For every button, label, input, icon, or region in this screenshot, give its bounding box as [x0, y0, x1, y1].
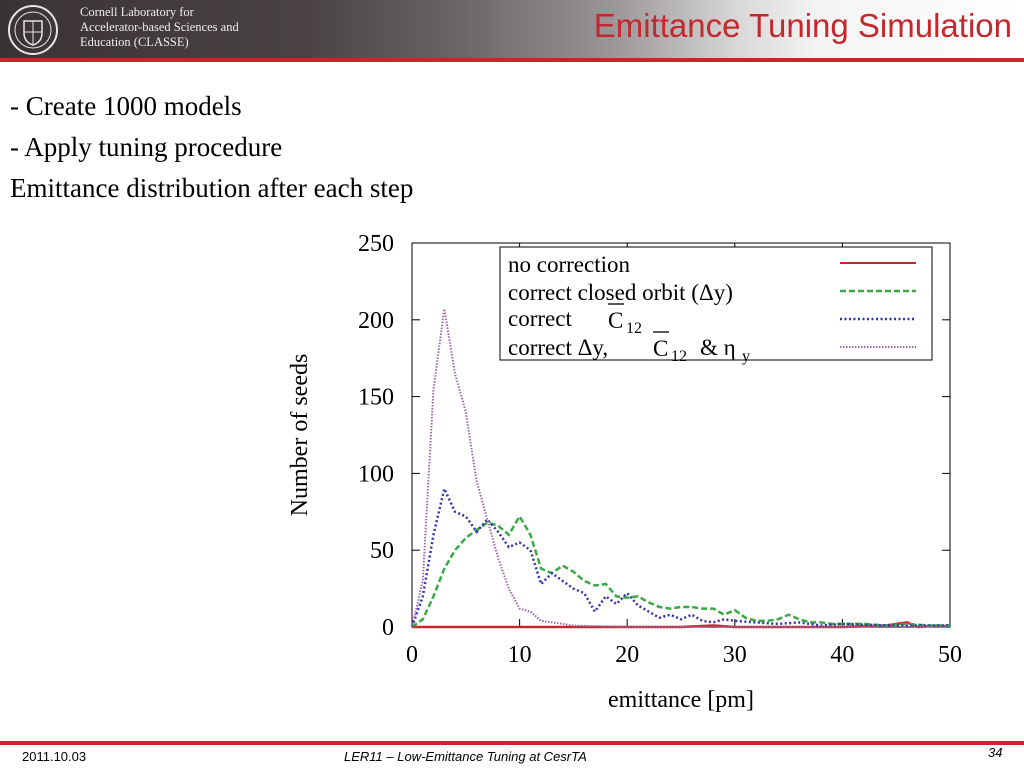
institution-name: Cornell Laboratory for Accelerator-based… — [80, 5, 239, 50]
logo-line: Cornell Laboratory for — [80, 5, 194, 19]
series-line-closed-orbit — [411, 513, 950, 629]
legend-all-c-symbol: C — [653, 336, 668, 361]
page-number: 34 — [988, 745, 1003, 760]
legend-c12-letter: C — [608, 308, 623, 333]
y-axis-label: Number of seeds — [287, 354, 313, 517]
legend-all-eta-subscript: y — [742, 348, 750, 365]
legend-box — [499, 246, 933, 361]
legend-label-no-correction: no correction — [508, 252, 630, 277]
header-bar: Cornell Laboratory for Accelerator-based… — [0, 0, 1024, 62]
logo-line: Education (CLASSE) — [80, 35, 189, 49]
x-tick-label: 0 — [406, 642, 418, 668]
y-tick-label: 250 — [358, 231, 394, 257]
series-lines — [410, 308, 951, 629]
x-tick-label: 30 — [723, 642, 747, 668]
legend-label-c12: correct — [508, 306, 572, 331]
legend: no correction correct closed orbit (Δy) … — [499, 246, 933, 365]
legend-c12-symbol: C — [608, 308, 623, 333]
emittance-histogram-chart: 0 10 20 30 40 50 0 50 100 150 200 250 Number of see… — [287, 231, 962, 713]
y-tick-label: 0 — [382, 615, 394, 641]
legend-label-all: correct Δy, — [508, 335, 608, 360]
logo-line: Accelerator-based Sciences and — [80, 20, 239, 34]
footer-date: 2011.10.03 — [22, 749, 87, 764]
legend-c12-subscript: 12 — [626, 320, 642, 337]
series-line-c12 — [410, 484, 950, 628]
x-tick-label: 40 — [830, 642, 854, 668]
slide-title: Emittance Tuning Simulation — [593, 7, 1012, 44]
header-accent-band — [0, 58, 1024, 62]
legend-label-closed-orbit: correct closed orbit (Δy) — [508, 280, 733, 305]
header-photo-strip — [0, 0, 1024, 62]
footer-talk-title: LER11 – Low-Emittance Tuning at CesrTA — [344, 749, 587, 764]
cornell-seal-icon — [8, 5, 58, 55]
footer-divider — [0, 741, 1024, 745]
bullet-item: - Create 1000 models — [10, 91, 242, 121]
legend-label-all-text: correct Δy, — [508, 335, 608, 360]
bullet-item: - Apply tuning procedure — [10, 132, 283, 162]
y-tick-label: 100 — [358, 461, 394, 487]
legend-label-c12-text: correct — [508, 306, 572, 331]
y-tick-label: 50 — [370, 538, 394, 564]
x-tick-label: 20 — [615, 642, 639, 668]
legend-all-c-subscript: 12 — [671, 348, 687, 365]
series-line-all-corrections — [411, 308, 950, 628]
y-tick-label: 150 — [358, 385, 394, 411]
y-tick-label: 200 — [358, 308, 394, 334]
bullet-item: Emittance distribution after each step — [10, 173, 414, 203]
legend-all-eta: & η — [700, 335, 736, 360]
x-axis-label: emittance [pm] — [608, 687, 754, 713]
bullet-list: - Create 1000 models - Apply tuning proc… — [10, 86, 413, 209]
x-tick-label: 10 — [508, 642, 532, 668]
x-tick-label: 50 — [938, 642, 962, 668]
